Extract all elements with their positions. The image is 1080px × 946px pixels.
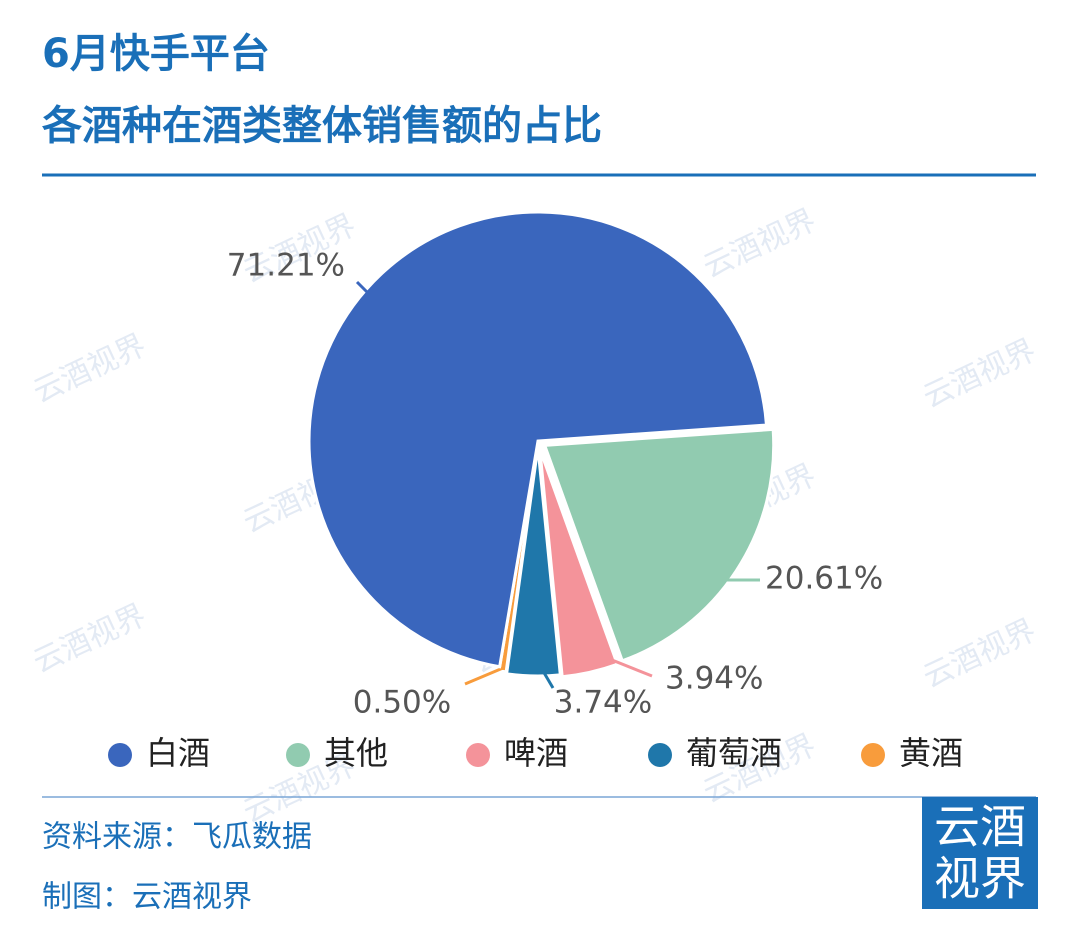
- legend-marker: [648, 743, 672, 767]
- data-label: 71.21%: [227, 248, 345, 284]
- leader-line: [464, 666, 504, 686]
- legend-marker: [466, 743, 490, 767]
- pie-slice: [307, 210, 769, 669]
- source: 资料来源：飞瓜数据: [42, 820, 312, 855]
- legend-label: 啤酒: [504, 734, 568, 772]
- data-label: 3.94%: [665, 661, 763, 697]
- legend-label: 其他: [324, 734, 388, 772]
- legend-label: 黄酒: [899, 734, 963, 772]
- pie-slice: [542, 427, 776, 663]
- logo-text: 视界: [934, 852, 1026, 906]
- watermark: 云酒视界: [698, 203, 822, 285]
- data-label: 20.61%: [765, 561, 883, 597]
- credit: 制图：云酒视界: [42, 880, 252, 915]
- logo-box: [922, 797, 1038, 909]
- watermark: 云酒视界: [918, 333, 1042, 415]
- leader-line: [611, 658, 653, 678]
- logo-text: 云酒: [934, 800, 1026, 854]
- legend-label: 葡萄酒: [686, 734, 782, 772]
- legend-marker: [861, 743, 885, 767]
- watermark: 云酒视界: [28, 598, 152, 680]
- data-label: 0.50%: [353, 685, 451, 721]
- pie-slice: [538, 448, 620, 679]
- pie-slice: [504, 446, 562, 678]
- legend-marker: [286, 743, 310, 767]
- leader-line: [541, 670, 555, 689]
- data-label: 3.74%: [554, 685, 652, 721]
- legend-label: 白酒: [146, 734, 210, 772]
- title-line: 各酒种在酒类整体销售额的占比: [42, 103, 602, 149]
- leader-line: [355, 280, 377, 302]
- legend-marker: [108, 743, 132, 767]
- watermark: 云酒视界: [28, 328, 152, 410]
- title-line: 6月快手平台: [42, 31, 270, 77]
- watermark: 云酒视界: [918, 613, 1042, 695]
